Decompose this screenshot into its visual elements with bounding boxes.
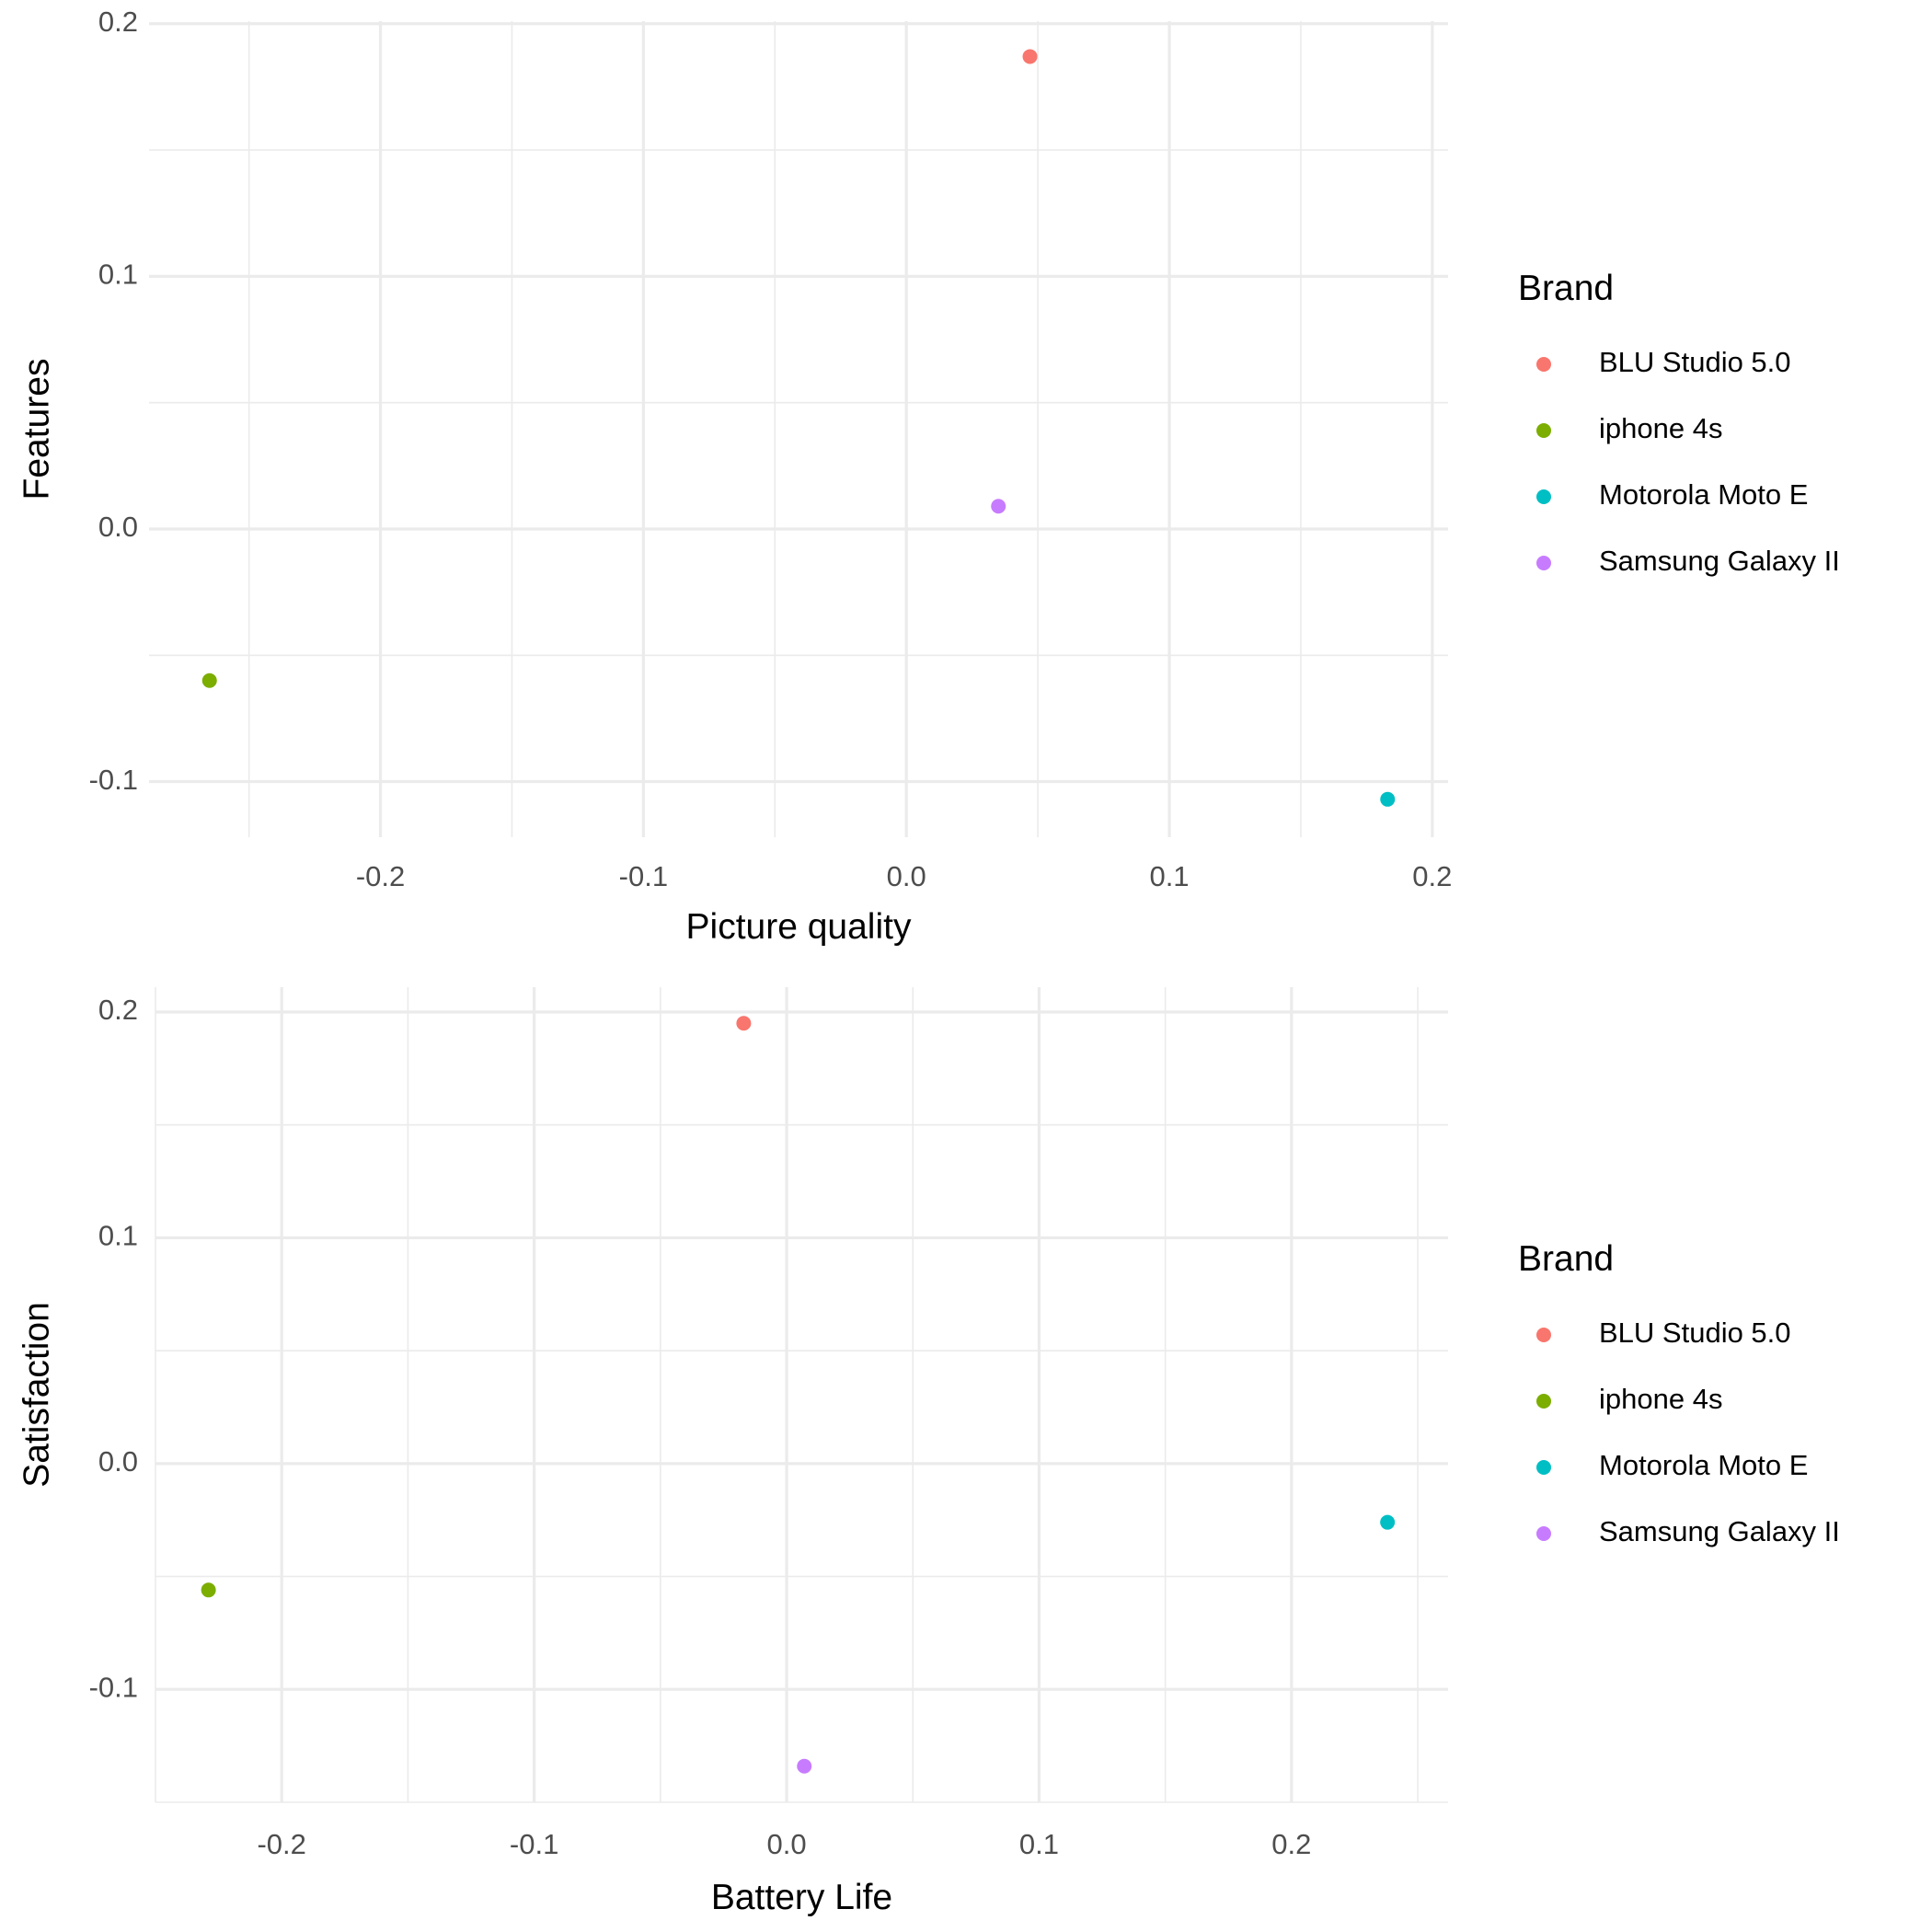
data-point-motorola-moto-e — [1380, 791, 1396, 807]
x-tick-label: -0.2 — [257, 1828, 305, 1860]
legend-key-dot — [1536, 489, 1551, 504]
x-tick-label: 0.2 — [1412, 860, 1452, 892]
x-tick-label: 0.1 — [1019, 1828, 1059, 1860]
data-point-samsung-galaxy-ii — [991, 499, 1006, 514]
data-point-iphone-4s — [201, 1582, 216, 1598]
legend-key-dot — [1536, 357, 1551, 372]
y-tick-label: -0.1 — [89, 764, 138, 796]
y-tick-label: -0.1 — [89, 1671, 138, 1703]
legend: Brand BLU Studio 5.0 iphone 4s Motorola Mot… — [1518, 1239, 1840, 1547]
legend-key-dot — [1536, 1460, 1551, 1475]
x-tick-label: 0.1 — [1149, 860, 1189, 892]
legend-key-dot — [1536, 1394, 1551, 1409]
x-tick-label: 0.0 — [887, 860, 926, 892]
y-axis-title: Features — [17, 359, 56, 500]
legend-item: BLU Studio 5.0 — [1536, 1317, 1791, 1349]
y-tick-label: 0.1 — [98, 1220, 138, 1252]
y-tick-label: 0.0 — [98, 511, 138, 543]
legend-key-dot — [1536, 1526, 1551, 1541]
data-point-samsung-galaxy-ii — [797, 1758, 812, 1774]
x-tick-label: -0.1 — [619, 860, 668, 892]
data-point-blu-studio-5-0 — [1022, 49, 1038, 64]
legend-label: Motorola Moto E — [1599, 478, 1808, 511]
legend-item: Motorola Moto E — [1536, 1449, 1808, 1481]
legend-label: Motorola Moto E — [1599, 1449, 1808, 1481]
legend-item: Samsung Galaxy II — [1536, 545, 1840, 577]
y-tick-label: 0.1 — [98, 259, 138, 291]
legend-title: Brand — [1518, 269, 1614, 308]
legend-item: iphone 4s — [1536, 412, 1722, 444]
x-axis-title: Picture quality — [686, 907, 912, 947]
legend-label: Samsung Galaxy II — [1599, 545, 1840, 577]
x-axis-title: Battery Life — [711, 1878, 892, 1917]
legend-label: iphone 4s — [1599, 412, 1722, 444]
legend-key-dot — [1536, 556, 1551, 570]
x-tick-label: 0.2 — [1271, 1828, 1311, 1860]
x-tick-label: -0.1 — [510, 1828, 558, 1860]
panel-2: -0.2 -0.1 0.0 0.1 0.2 -0.1 0.0 0.1 0.2 Battery Li… — [17, 987, 1840, 1917]
y-tick-label: 0.2 — [98, 6, 138, 38]
legend-label: iphone 4s — [1599, 1383, 1722, 1415]
legend-item: BLU Studio 5.0 — [1536, 346, 1791, 378]
x-tick-label: -0.2 — [356, 860, 405, 892]
legend-key-dot — [1536, 423, 1551, 438]
data-point-iphone-4s — [201, 673, 217, 688]
data-point-blu-studio-5-0 — [736, 1016, 752, 1031]
panel-1: -0.2 -0.1 0.0 0.1 0.2 -0.1 0.0 0.1 0.2 Picture qu… — [17, 6, 1840, 947]
legend-title: Brand — [1518, 1239, 1614, 1279]
legend: Brand BLU Studio 5.0 iphone 4s Motorola Mot… — [1518, 269, 1840, 577]
x-tick-label: 0.0 — [766, 1828, 806, 1860]
legend-label: Samsung Galaxy II — [1599, 1515, 1840, 1547]
y-tick-label: 0.2 — [98, 994, 138, 1026]
legend-item: iphone 4s — [1536, 1383, 1722, 1415]
legend-label: BLU Studio 5.0 — [1599, 346, 1791, 378]
legend-item: Motorola Moto E — [1536, 478, 1808, 511]
legend-label: BLU Studio 5.0 — [1599, 1317, 1791, 1349]
legend-key-dot — [1536, 1328, 1551, 1342]
legend-item: Samsung Galaxy II — [1536, 1515, 1840, 1547]
y-axis-title: Satisfaction — [17, 1302, 56, 1488]
data-point-motorola-moto-e — [1380, 1514, 1396, 1530]
y-tick-label: 0.0 — [98, 1445, 138, 1478]
